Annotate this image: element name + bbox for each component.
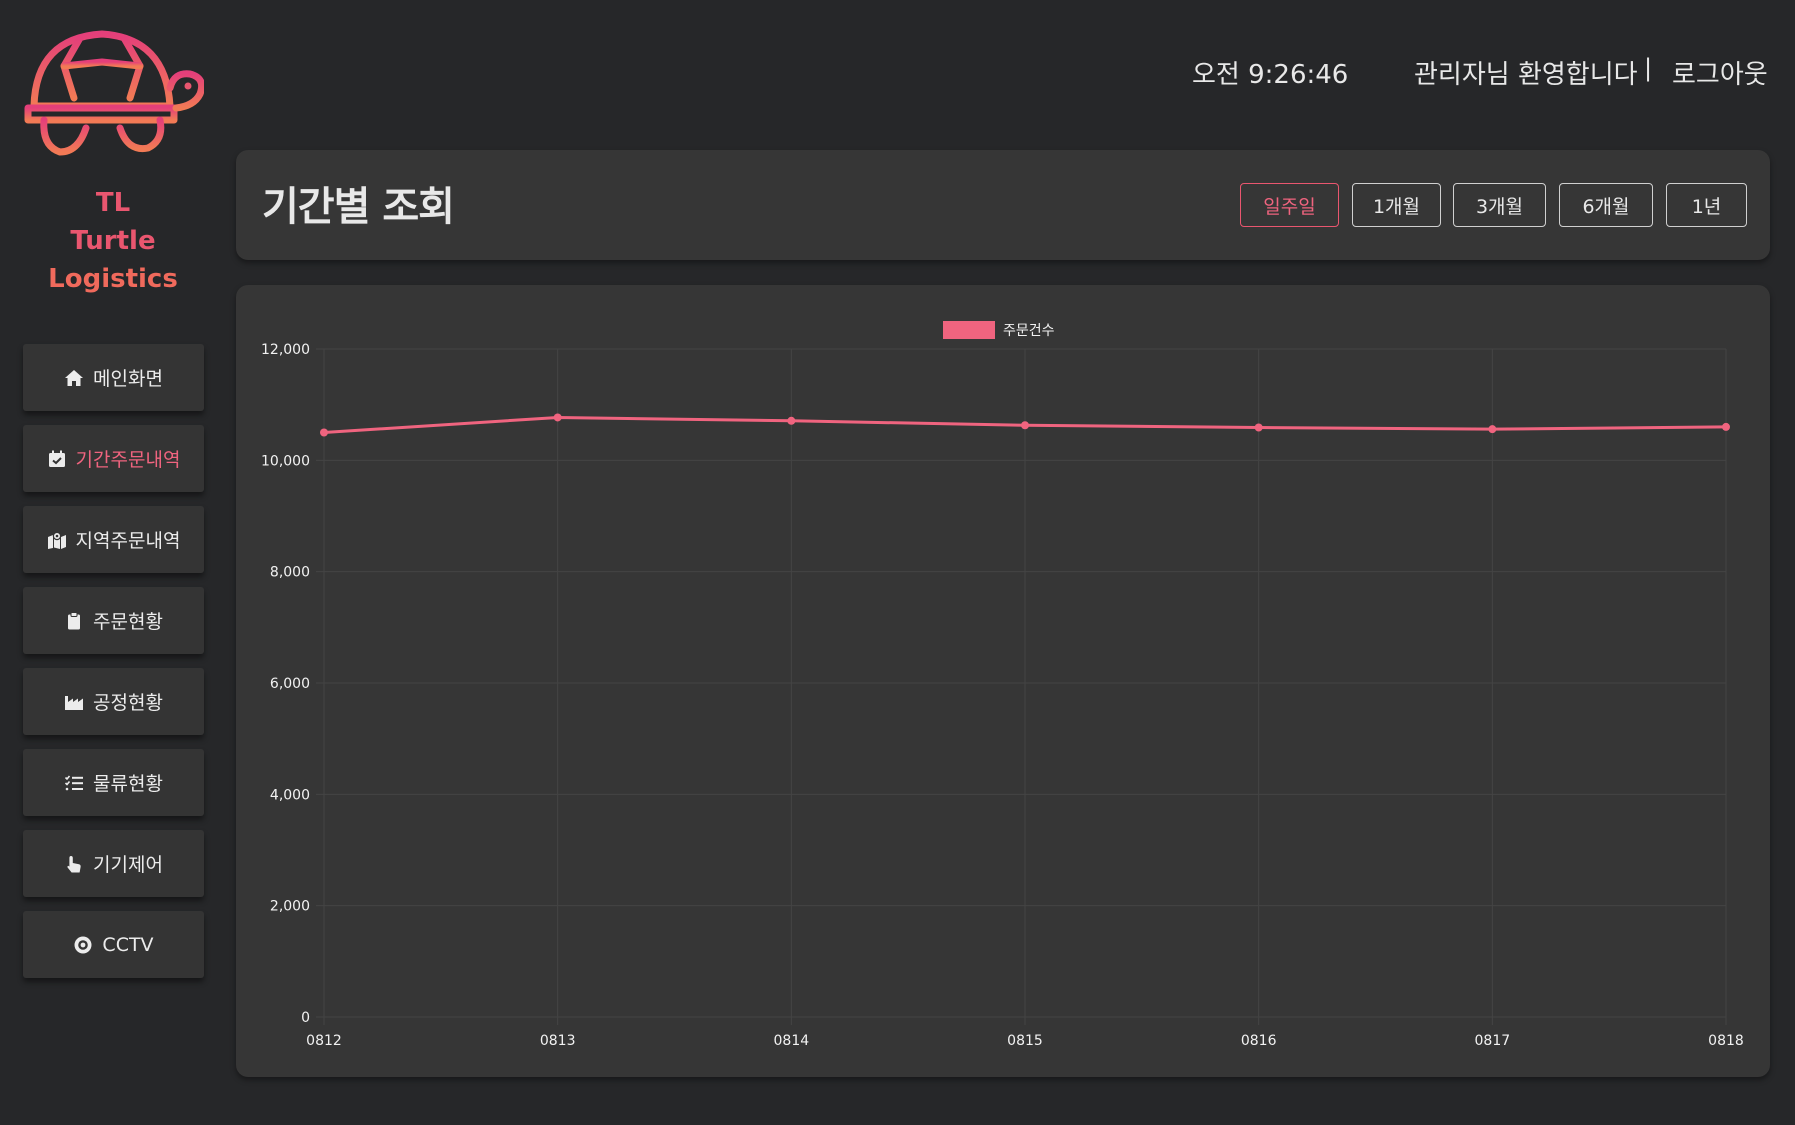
sidebar-item-order-status[interactable]: 주문현황	[23, 587, 204, 654]
x-tick-label: 0814	[774, 1033, 810, 1049]
x-tick-label: 0815	[1007, 1033, 1043, 1049]
sidebar-item-label: CCTV	[102, 933, 154, 956]
data-point	[320, 428, 328, 437]
sidebar-item-label: 공정현황	[93, 692, 163, 714]
home-icon	[65, 369, 84, 386]
factory-icon	[65, 695, 84, 710]
sidebar-item-period-orders[interactable]: 기간주문내역	[23, 425, 204, 492]
sidebar-item-label: 주문현황	[93, 611, 163, 633]
y-tick-label: 8,000	[270, 565, 310, 581]
data-point	[787, 416, 796, 425]
logout-link[interactable]: 로그아웃	[1672, 60, 1768, 90]
x-tick-label: 0817	[1475, 1033, 1511, 1049]
sidebar-item-device-control[interactable]: 기기제어	[23, 830, 204, 897]
legend-label: 주문건수	[1003, 323, 1055, 339]
x-tick-label: 0818	[1708, 1033, 1744, 1049]
y-tick-label: 6,000	[270, 676, 310, 692]
y-tick-label: 4,000	[270, 787, 310, 803]
hand-pointer-icon	[67, 855, 81, 872]
period-3month-button[interactable]: 3개월	[1453, 183, 1546, 227]
clipboard-icon	[68, 611, 81, 629]
y-tick-label: 2,000	[270, 899, 310, 915]
calendar-check-icon	[48, 450, 65, 467]
x-tick-label: 0816	[1241, 1033, 1277, 1049]
sidebar-item-label: 기간주문내역	[75, 449, 181, 471]
brand-line-1: TL	[95, 188, 131, 218]
clock: 오전 9:26:46	[1192, 60, 1349, 90]
sidebar-item-main[interactable]: 메인화면	[23, 344, 204, 411]
chart-panel: 0 2,000 4,000 6,000 8,000 10,000 12,000 0812 081…	[236, 285, 1770, 1077]
camera-lens-icon	[74, 936, 92, 953]
data-point	[1021, 421, 1029, 430]
page-title: 기간별 조회	[262, 184, 455, 230]
period-6month-button[interactable]: 6개월	[1559, 183, 1653, 227]
y-tick-label: 0	[301, 1010, 310, 1026]
data-point	[1722, 422, 1730, 431]
sidebar-item-label: 기기제어	[93, 854, 163, 876]
y-tick-label: 12,000	[261, 342, 310, 358]
sidebar-item-label: 메인화면	[93, 368, 163, 390]
sidebar-item-logistics-status[interactable]: 물류현황	[23, 749, 204, 816]
x-tick-label: 0813	[540, 1033, 576, 1049]
data-point	[1254, 423, 1263, 432]
brand-line-2: Turtle	[70, 226, 156, 256]
data-point	[1488, 425, 1497, 434]
brand-line-3: Logistics	[48, 264, 178, 294]
header-separator: |	[1644, 54, 1653, 82]
order-line-chart: 0 2,000 4,000 6,000 8,000 10,000 12,000 0812 081…	[261, 321, 1744, 1049]
turtle-logo	[24, 28, 206, 158]
sidebar-item-label: 물류현황	[93, 773, 163, 795]
map-location-icon	[47, 531, 66, 549]
sidebar-item-region-orders[interactable]: 지역주문내역	[23, 506, 204, 573]
sidebar-item-cctv[interactable]: CCTV	[23, 911, 204, 978]
period-1year-button[interactable]: 1년	[1666, 183, 1747, 227]
data-point	[553, 413, 562, 422]
period-week-button[interactable]: 일주일	[1240, 183, 1339, 227]
checklist-icon	[64, 774, 84, 790]
legend-swatch	[943, 321, 995, 339]
sidebar-item-label: 지역주문내역	[75, 530, 181, 552]
brand-name: TL Turtle Logistics	[0, 184, 226, 298]
period-1month-button[interactable]: 1개월	[1352, 183, 1441, 227]
y-tick-label: 10,000	[261, 453, 310, 469]
period-panel: 기간별 조회 일주일 1개월 3개월 6개월 1년	[236, 150, 1770, 260]
welcome-message: 관리자님 환영합니다	[1414, 60, 1638, 90]
sidebar-item-process-status[interactable]: 공정현황	[23, 668, 204, 735]
x-tick-label: 0812	[306, 1033, 342, 1049]
sidebar: TL Turtle Logistics 메인화면 기간주문내역 지역주문내역 주…	[0, 0, 226, 1125]
